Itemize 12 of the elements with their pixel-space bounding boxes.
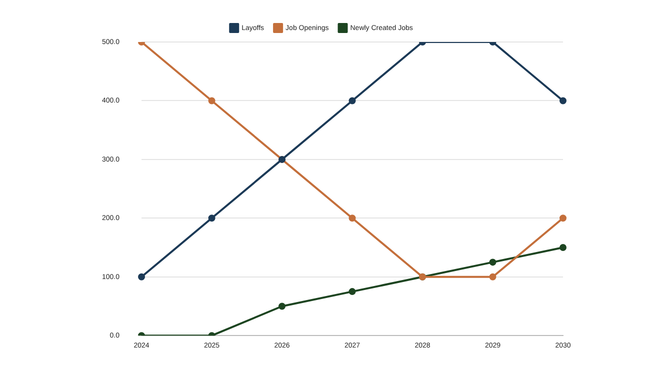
point bbox=[278, 302, 286, 310]
point bbox=[560, 214, 566, 222]
point bbox=[489, 273, 496, 280]
point bbox=[348, 97, 356, 104]
point bbox=[208, 97, 216, 104]
point bbox=[560, 244, 566, 252]
point bbox=[208, 214, 216, 222]
point bbox=[138, 273, 146, 280]
point bbox=[348, 214, 356, 222]
point bbox=[489, 258, 496, 266]
point bbox=[348, 288, 356, 296]
point bbox=[560, 97, 566, 104]
